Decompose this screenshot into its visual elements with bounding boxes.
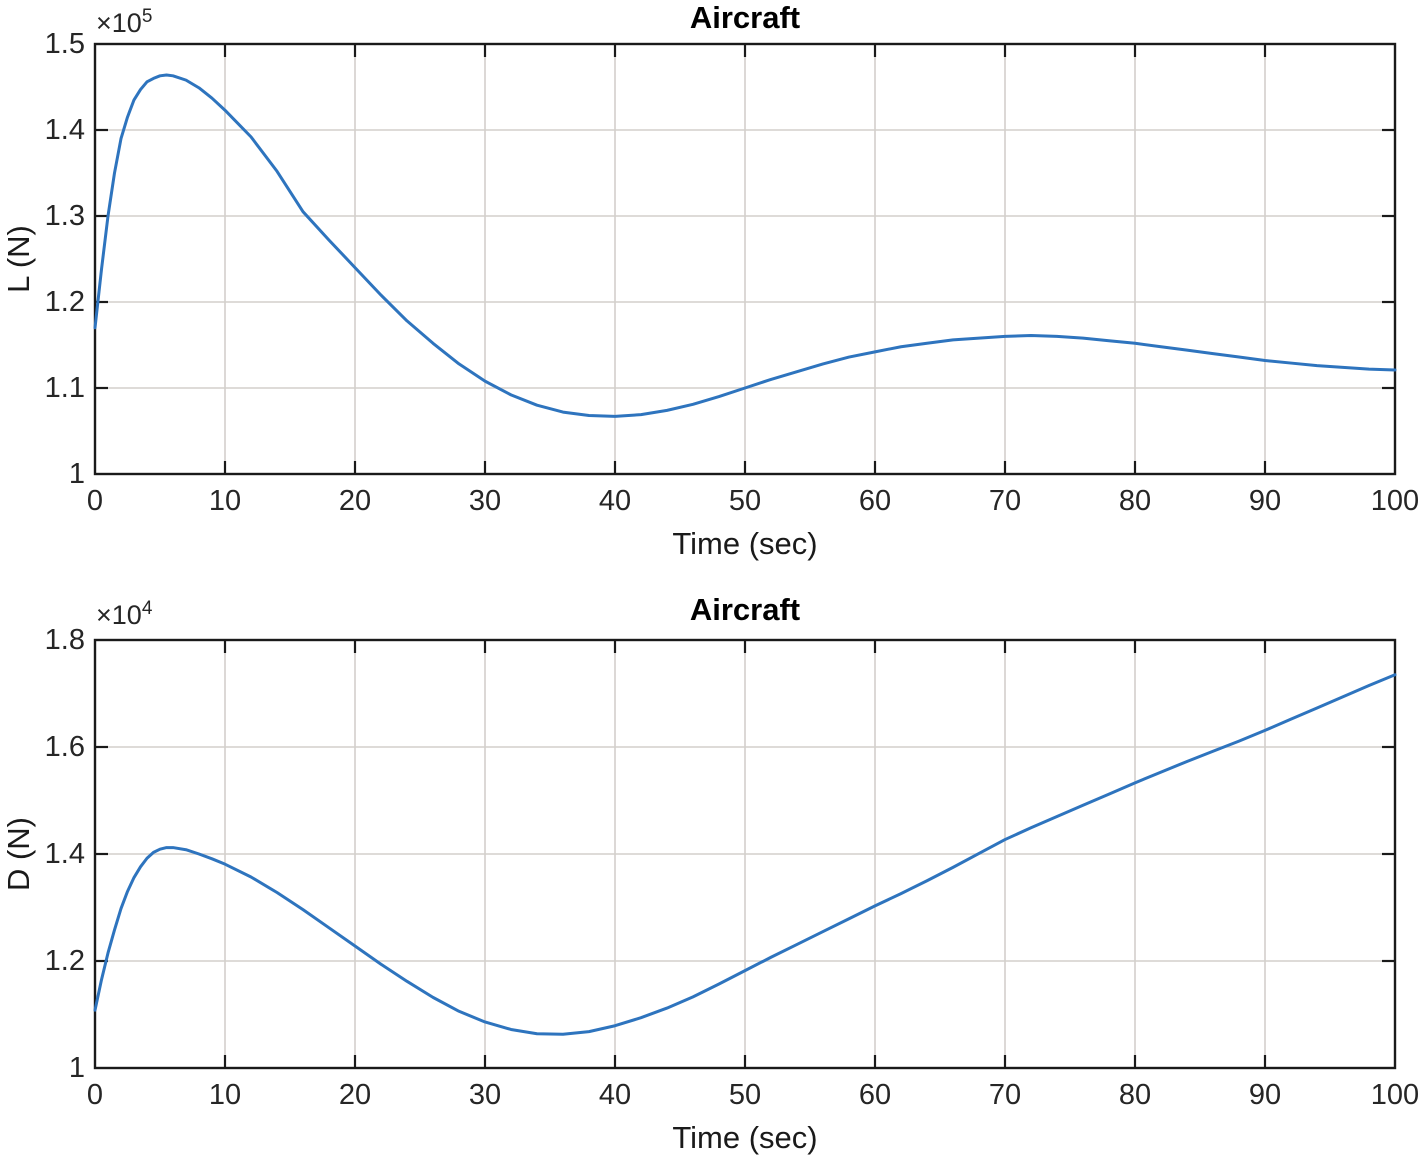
x-tick-label: 100: [1370, 485, 1420, 517]
x-tick-label: 40: [598, 1079, 632, 1111]
x-tick-label: 60: [858, 1079, 892, 1111]
x-tick-label: 70: [988, 485, 1022, 517]
x-tick-label: 80: [1118, 485, 1152, 517]
y-tick-label: 1.2: [44, 286, 85, 318]
axes-box: [93, 42, 1397, 476]
x-tick-label: 30: [468, 1079, 502, 1111]
data-curve: [93, 673, 1397, 1036]
chart-title: Aircraft: [689, 592, 801, 627]
y-axis-label: L (N): [1, 225, 36, 293]
x-tick-label: 100: [1370, 1079, 1420, 1111]
y-tick-label: 1.1: [44, 372, 85, 404]
axes-box: [93, 638, 1397, 1070]
y-tick-label: 1.8: [44, 624, 85, 656]
x-tick-label: 0: [86, 485, 104, 517]
exponent-power: 5: [141, 6, 153, 27]
x-tick-label: 80: [1118, 1079, 1152, 1111]
y-tick-label: 1.2: [44, 945, 85, 977]
x-tick-label: 60: [858, 485, 892, 517]
x-tick-label: 10: [208, 485, 242, 517]
x-axis-label: Time (sec): [672, 526, 818, 561]
y-tick-label: 1: [68, 458, 85, 490]
x-tick-label: 50: [728, 1079, 762, 1111]
x-tick-label: 0: [86, 1079, 104, 1111]
x-tick-label: 20: [338, 1079, 372, 1111]
y-axis-exponent: ×105: [96, 6, 153, 38]
y-axis-exponent: ×104: [96, 598, 153, 630]
x-tick-label: 70: [988, 1079, 1022, 1111]
y-axis-label: D (N): [1, 816, 36, 892]
x-tick-label: 10: [208, 1079, 242, 1111]
x-tick-label: 50: [728, 485, 762, 517]
x-axis-label: Time (sec): [672, 1120, 818, 1155]
y-tick-label: 1.4: [44, 838, 85, 870]
y-tick-label: 1.3: [44, 200, 85, 232]
x-tick-label: 90: [1248, 1079, 1282, 1111]
exponent-base: ×10: [96, 8, 142, 38]
x-tick-label: 40: [598, 485, 632, 517]
x-tick-label: 30: [468, 485, 502, 517]
y-tick-label: 1: [68, 1052, 85, 1084]
exponent-base: ×10: [96, 600, 142, 630]
chart-title: Aircraft: [689, 0, 801, 35]
x-tick-label: 90: [1248, 485, 1282, 517]
data-curve: [93, 73, 1397, 418]
y-tick-label: 1.5: [44, 28, 85, 60]
x-tick-label: 20: [338, 485, 372, 517]
y-tick-label: 1.4: [44, 114, 85, 146]
y-tick-label: 1.6: [44, 731, 85, 763]
exponent-power: 4: [141, 598, 153, 619]
